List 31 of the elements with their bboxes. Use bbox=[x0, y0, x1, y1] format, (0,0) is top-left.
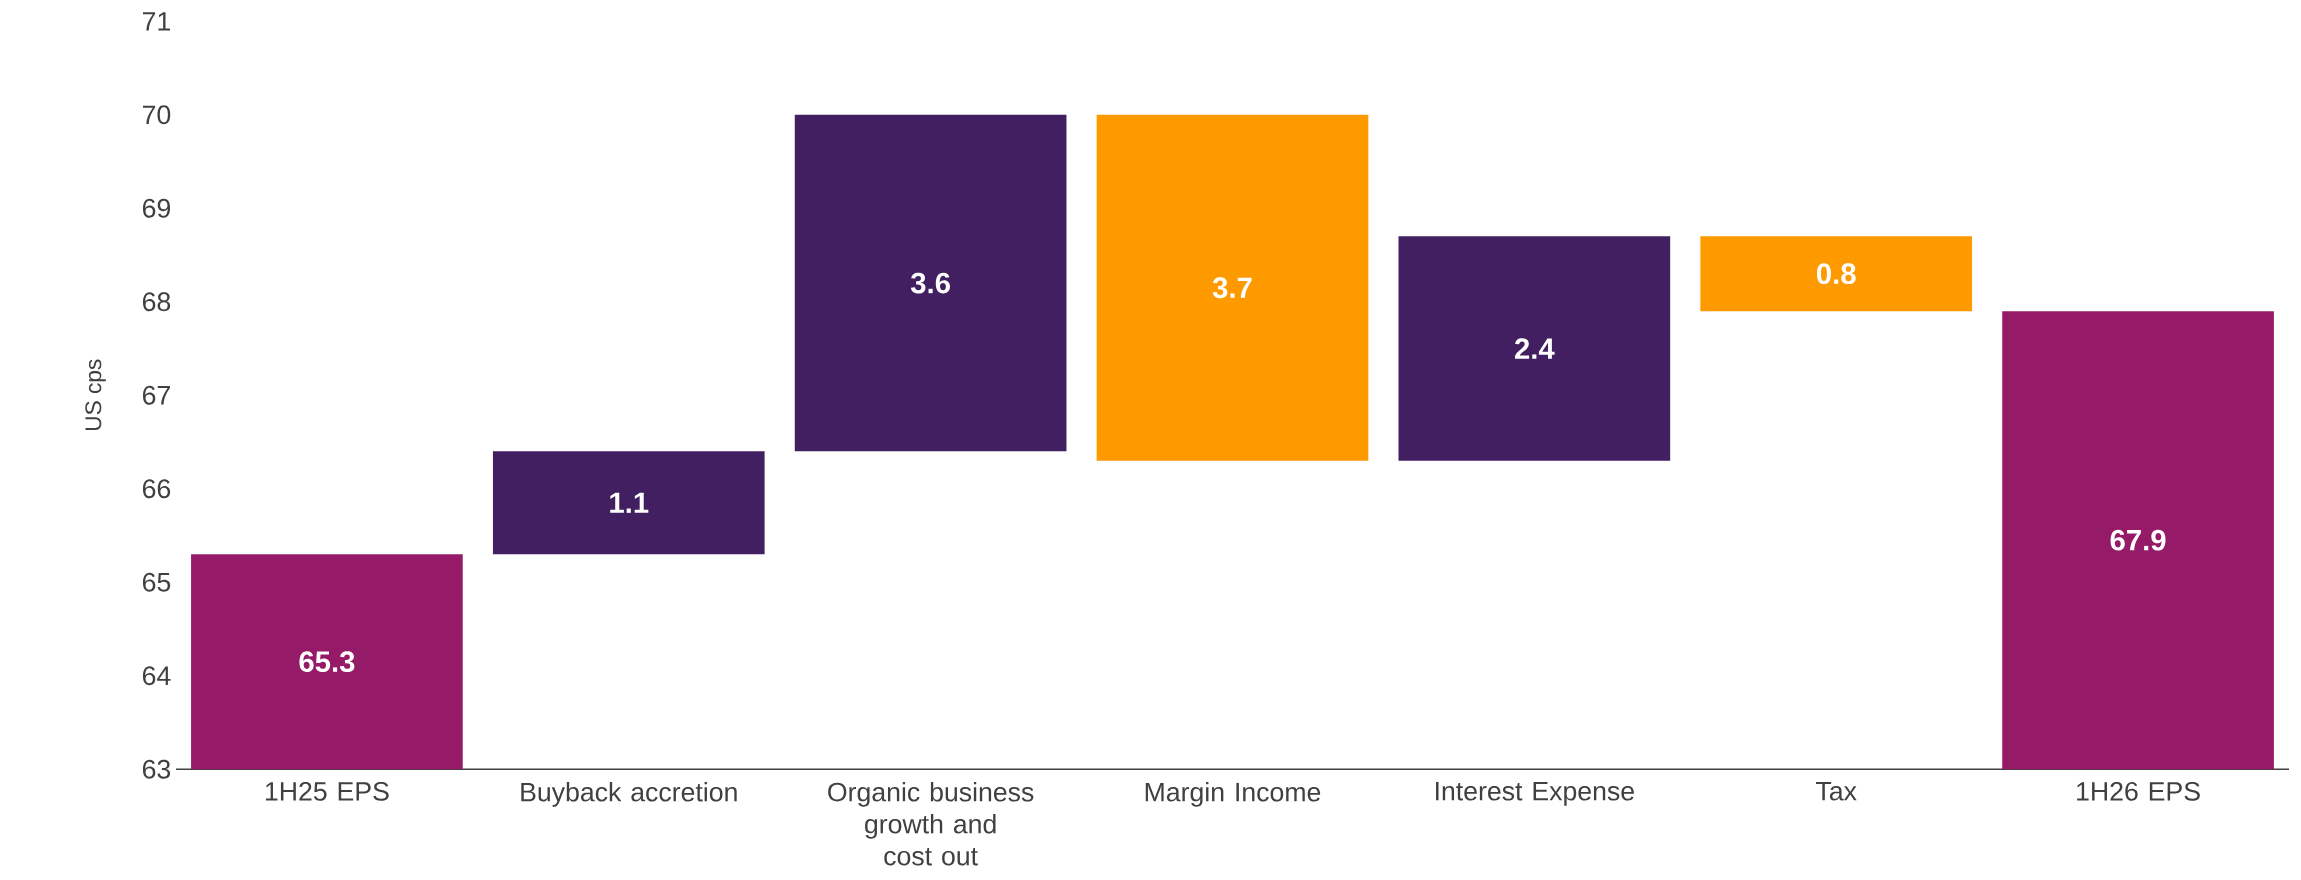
data-label: 0.8 bbox=[1816, 263, 1856, 285]
data-label: 1.1 bbox=[610, 492, 649, 513]
bar bbox=[2002, 311, 2274, 770]
y-tick-label: 68 bbox=[142, 292, 171, 312]
y-tick-label: 63 bbox=[142, 759, 171, 779]
bar bbox=[1096, 114, 1369, 461]
x-tick-label: Margin Income bbox=[1145, 781, 1321, 807]
y-axis-title: US cps bbox=[85, 359, 106, 431]
bar bbox=[191, 554, 463, 770]
bar bbox=[1700, 236, 1973, 312]
bar bbox=[1398, 236, 1671, 461]
x-tick-label: Buyback accretion bbox=[521, 781, 737, 807]
data-label: 3.6 bbox=[910, 272, 950, 294]
data-label: 2.4 bbox=[1514, 338, 1555, 359]
y-tick-label: 71 bbox=[142, 12, 170, 31]
x-tick-label: Organic business growth and cost out bbox=[828, 781, 1034, 866]
y-tick-label: 64 bbox=[142, 666, 171, 686]
y-tick-label: 66 bbox=[142, 479, 171, 499]
data-label: 3.7 bbox=[1212, 277, 1252, 299]
x-tick-label: 1H26 EPS bbox=[2077, 781, 2200, 801]
x-tick-label: Interest Expense bbox=[1436, 781, 1634, 806]
y-tick-label: 69 bbox=[142, 198, 171, 218]
data-label: 67.9 bbox=[2110, 529, 2166, 551]
y-tick-label: 70 bbox=[142, 105, 171, 125]
x-tick-label: Tax bbox=[1816, 781, 1857, 801]
y-tick-label: 67 bbox=[142, 385, 170, 405]
y-tick-label: 65 bbox=[142, 572, 171, 592]
bar bbox=[492, 451, 765, 555]
data-label: 65.3 bbox=[299, 651, 355, 673]
bar bbox=[794, 114, 1067, 452]
x-tick-label: 1H25 EPS bbox=[265, 781, 389, 801]
